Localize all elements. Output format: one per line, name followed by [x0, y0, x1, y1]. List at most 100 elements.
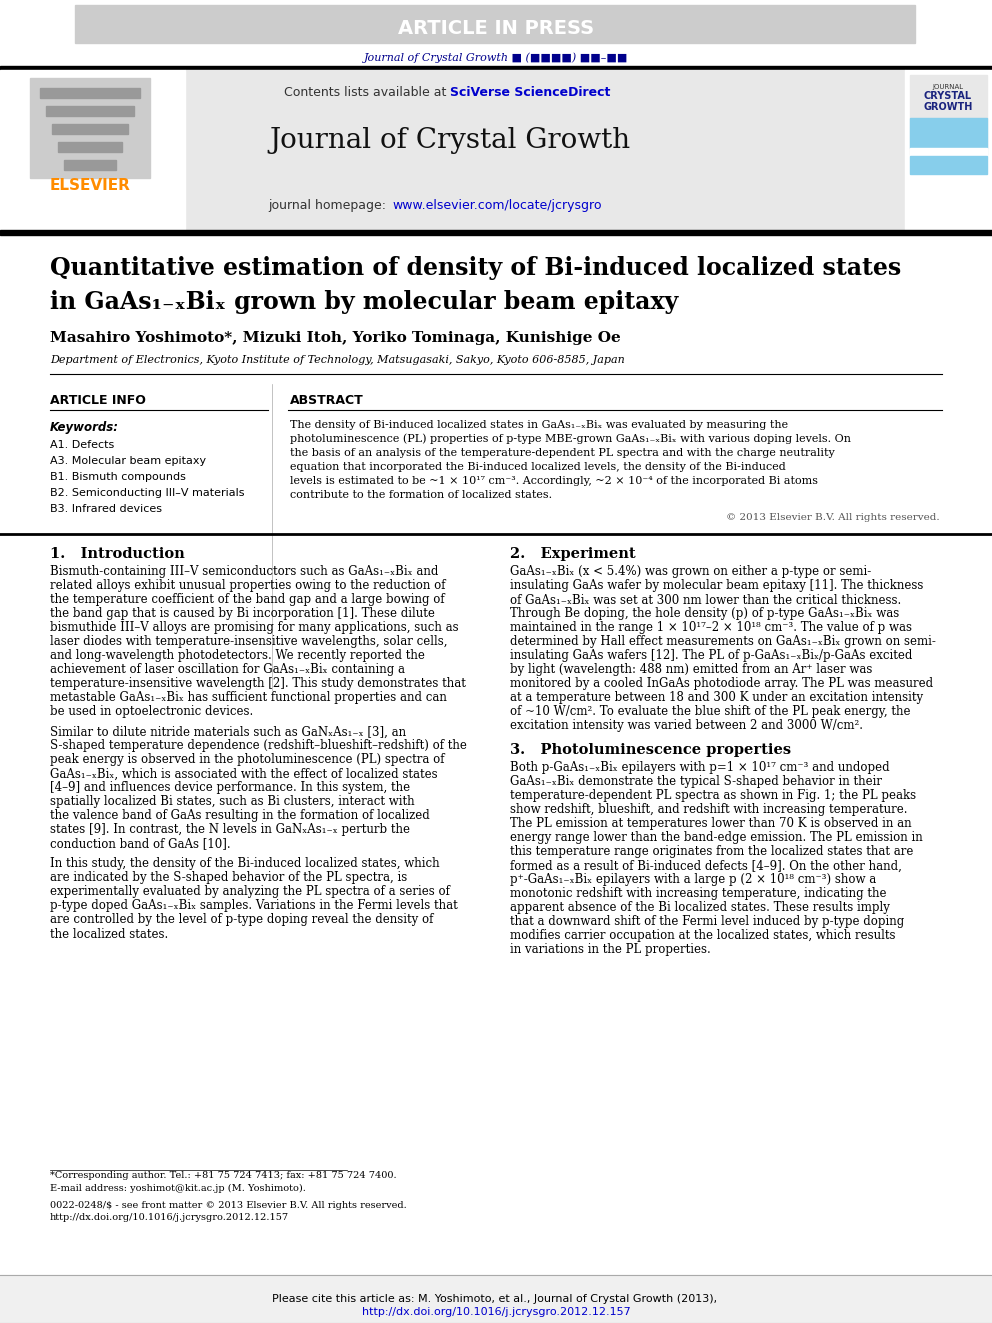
Text: the valence band of GaAs resulting in the formation of localized: the valence band of GaAs resulting in th…: [50, 810, 430, 823]
Bar: [75, 5, 915, 44]
Text: GaAs₁₋ₓBiₓ demonstrate the typical S-shaped behavior in their: GaAs₁₋ₓBiₓ demonstrate the typical S-sha…: [510, 775, 882, 789]
Text: of ~10 W/cm². To evaluate the blue shift of the PL peak energy, the: of ~10 W/cm². To evaluate the blue shift…: [510, 705, 911, 718]
Text: p⁺-GaAs₁₋ₓBiₓ epilayers with a large p (2 × 10¹⁸ cm⁻³) show a: p⁺-GaAs₁₋ₓBiₓ epilayers with a large p (…: [510, 873, 876, 886]
Text: bismuthide III–V alloys are promising for many applications, such as: bismuthide III–V alloys are promising fo…: [50, 622, 458, 635]
Text: Keywords:: Keywords:: [50, 422, 119, 434]
Text: p-type doped GaAs₁₋ₓBiₓ samples. Variations in the Fermi levels that: p-type doped GaAs₁₋ₓBiₓ samples. Variati…: [50, 900, 457, 913]
Text: Please cite this article as: M. Yoshimoto, et al., Journal of Crystal Growth (20: Please cite this article as: M. Yoshimot…: [272, 1294, 720, 1304]
Text: JOURNAL: JOURNAL: [932, 83, 963, 90]
Text: related alloys exhibit unusual properties owing to the reduction of: related alloys exhibit unusual propertie…: [50, 579, 445, 593]
Text: conduction band of GaAs [10].: conduction band of GaAs [10].: [50, 837, 230, 851]
Text: experimentally evaluated by analyzing the PL spectra of a series of: experimentally evaluated by analyzing th…: [50, 885, 450, 898]
Text: temperature-insensitive wavelength [2]. This study demonstrates that: temperature-insensitive wavelength [2]. …: [50, 677, 466, 691]
Text: http://dx.doi.org/10.1016/j.jcrysgro.2012.12.157: http://dx.doi.org/10.1016/j.jcrysgro.201…: [362, 1307, 630, 1316]
Text: determined by Hall effect measurements on GaAs₁₋ₓBiₓ grown on semi-: determined by Hall effect measurements o…: [510, 635, 935, 648]
Text: The density of Bi-induced localized states in GaAs₁₋ₓBiₓ was evaluated by measur: The density of Bi-induced localized stat…: [290, 419, 788, 430]
Text: this temperature range originates from the localized states that are: this temperature range originates from t…: [510, 845, 914, 859]
Text: ABSTRACT: ABSTRACT: [290, 393, 364, 406]
Text: spatially localized Bi states, such as Bi clusters, interact with: spatially localized Bi states, such as B…: [50, 795, 415, 808]
Text: monotonic redshift with increasing temperature, indicating the: monotonic redshift with increasing tempe…: [510, 888, 887, 901]
Text: at a temperature between 18 and 300 K under an excitation intensity: at a temperature between 18 and 300 K un…: [510, 692, 924, 705]
Text: GROWTH: GROWTH: [924, 102, 973, 112]
Text: Contents lists available at: Contents lists available at: [284, 86, 450, 99]
Text: B3. Infrared devices: B3. Infrared devices: [50, 504, 162, 515]
Text: photoluminescence (PL) properties of p-type MBE-grown GaAs₁₋ₓBiₓ with various do: photoluminescence (PL) properties of p-t…: [290, 434, 851, 445]
Text: ARTICLE IN PRESS: ARTICLE IN PRESS: [398, 19, 594, 37]
Text: The PL emission at temperatures lower than 70 K is observed in an: The PL emission at temperatures lower th…: [510, 818, 912, 831]
Text: of GaAs₁₋ₓBiₓ was set at 300 nm lower than the critical thickness.: of GaAs₁₋ₓBiₓ was set at 300 nm lower th…: [510, 594, 902, 606]
Text: GaAs₁₋ₓBiₓ, which is associated with the effect of localized states: GaAs₁₋ₓBiₓ, which is associated with the…: [50, 767, 437, 781]
Text: laser diodes with temperature-insensitive wavelengths, solar cells,: laser diodes with temperature-insensitiv…: [50, 635, 447, 648]
Bar: [46, 106, 134, 116]
Text: contribute to the formation of localized states.: contribute to the formation of localized…: [290, 490, 553, 500]
Text: maintained in the range 1 × 10¹⁷–2 × 10¹⁸ cm⁻³. The value of p was: maintained in the range 1 × 10¹⁷–2 × 10¹…: [510, 622, 912, 635]
Text: Similar to dilute nitride materials such as GaNₓAs₁₋ₓ [3], an: Similar to dilute nitride materials such…: [50, 725, 406, 738]
Text: apparent absence of the Bi localized states. These results imply: apparent absence of the Bi localized sta…: [510, 901, 890, 914]
Text: © 2013 Elsevier B.V. All rights reserved.: © 2013 Elsevier B.V. All rights reserved…: [726, 512, 940, 521]
Bar: [0, 66, 992, 70]
Text: the basis of an analysis of the temperature-dependent PL spectra and with the ch: the basis of an analysis of the temperat…: [290, 448, 834, 458]
Bar: [58, 142, 122, 152]
Bar: [910, 75, 987, 155]
Text: formed as a result of Bi-induced defects [4–9]. On the other hand,: formed as a result of Bi-induced defects…: [510, 860, 902, 872]
Bar: [905, 70, 992, 230]
Text: SciVerse ScienceDirect: SciVerse ScienceDirect: [450, 86, 610, 99]
Text: energy range lower than the band-edge emission. The PL emission in: energy range lower than the band-edge em…: [510, 831, 923, 844]
Text: in GaAs₁₋ₓBiₓ grown by molecular beam epitaxy: in GaAs₁₋ₓBiₓ grown by molecular beam ep…: [50, 290, 679, 314]
Text: Quantitative estimation of density of Bi-induced localized states: Quantitative estimation of density of Bi…: [50, 255, 902, 280]
Text: insulating GaAs wafer by molecular beam epitaxy [11]. The thickness: insulating GaAs wafer by molecular beam …: [510, 579, 924, 593]
Bar: [52, 124, 128, 134]
Text: be used in optoelectronic devices.: be used in optoelectronic devices.: [50, 705, 253, 718]
Text: the localized states.: the localized states.: [50, 927, 169, 941]
Text: S-shaped temperature dependence (redshift–blueshift–redshift) of the: S-shaped temperature dependence (redshif…: [50, 740, 467, 753]
Text: equation that incorporated the Bi-induced localized levels, the density of the B: equation that incorporated the Bi-induce…: [290, 462, 786, 472]
Text: insulating GaAs wafers [12]. The PL of p-GaAs₁₋ₓBiₓ/p-GaAs excited: insulating GaAs wafers [12]. The PL of p…: [510, 650, 913, 663]
Text: A3. Molecular beam epitaxy: A3. Molecular beam epitaxy: [50, 456, 206, 466]
Bar: [30, 78, 150, 179]
Bar: [40, 89, 140, 98]
Text: http://dx.doi.org/10.1016/j.jcrysgro.2012.12.157: http://dx.doi.org/10.1016/j.jcrysgro.201…: [50, 1213, 289, 1222]
Text: ELSEVIER: ELSEVIER: [50, 177, 130, 193]
Text: are indicated by the S-shaped behavior of the PL spectra, is: are indicated by the S-shaped behavior o…: [50, 872, 408, 885]
Text: show redshift, blueshift, and redshift with increasing temperature.: show redshift, blueshift, and redshift w…: [510, 803, 908, 816]
Text: are controlled by the level of p-type doping reveal the density of: are controlled by the level of p-type do…: [50, 913, 434, 926]
Text: levels is estimated to be ~1 × 10¹⁷ cm⁻³. Accordingly, ~2 × 10⁻⁴ of the incorpor: levels is estimated to be ~1 × 10¹⁷ cm⁻³…: [290, 476, 818, 486]
Text: peak energy is observed in the photoluminescence (PL) spectra of: peak energy is observed in the photolumi…: [50, 754, 444, 766]
Text: 3.   Photoluminescence properties: 3. Photoluminescence properties: [510, 744, 792, 757]
Bar: [185, 70, 905, 230]
Text: monitored by a cooled InGaAs photodiode array. The PL was measured: monitored by a cooled InGaAs photodiode …: [510, 677, 933, 691]
Text: 0022-0248/$ - see front matter © 2013 Elsevier B.V. All rights reserved.: 0022-0248/$ - see front matter © 2013 El…: [50, 1201, 407, 1211]
Text: that a downward shift of the Fermi level induced by p-type doping: that a downward shift of the Fermi level…: [510, 916, 905, 929]
Text: www.elsevier.com/locate/jcrysgro: www.elsevier.com/locate/jcrysgro: [392, 198, 601, 212]
Text: by light (wavelength: 488 nm) emitted from an Ar⁺ laser was: by light (wavelength: 488 nm) emitted fr…: [510, 664, 872, 676]
Text: achievement of laser oscillation for GaAs₁₋ₓBiₓ containing a: achievement of laser oscillation for GaA…: [50, 664, 405, 676]
Text: Masahiro Yoshimoto*, Mizuki Itoh, Yoriko Tominaga, Kunishige Oe: Masahiro Yoshimoto*, Mizuki Itoh, Yoriko…: [50, 331, 621, 345]
Text: [4–9] and influences device performance. In this system, the: [4–9] and influences device performance.…: [50, 782, 410, 795]
Text: states [9]. In contrast, the N levels in GaNₓAs₁₋ₓ perturb the: states [9]. In contrast, the N levels in…: [50, 823, 410, 836]
Text: Department of Electronics, Kyoto Institute of Technology, Matsugasaki, Sakyo, Ky: Department of Electronics, Kyoto Institu…: [50, 355, 625, 365]
Text: excitation intensity was varied between 2 and 3000 W/cm².: excitation intensity was varied between …: [510, 720, 863, 733]
Text: in variations in the PL properties.: in variations in the PL properties.: [510, 943, 710, 957]
Text: Through Be doping, the hole density (p) of p-type GaAs₁₋ₓBiₓ was: Through Be doping, the hole density (p) …: [510, 607, 900, 620]
Text: and long-wavelength photodetectors. We recently reported the: and long-wavelength photodetectors. We r…: [50, 650, 425, 663]
Text: 2.   Experiment: 2. Experiment: [510, 546, 636, 561]
Text: Bismuth-containing III–V semiconductors such as GaAs₁₋ₓBiₓ and: Bismuth-containing III–V semiconductors …: [50, 565, 438, 578]
Text: B2. Semiconducting III–V materials: B2. Semiconducting III–V materials: [50, 488, 244, 497]
Text: modifies carrier occupation at the localized states, which results: modifies carrier occupation at the local…: [510, 930, 896, 942]
Text: E-mail address: yoshimot@kit.ac.jp (M. Yoshimoto).: E-mail address: yoshimot@kit.ac.jp (M. Y…: [50, 1184, 306, 1192]
Text: Journal of Crystal Growth: Journal of Crystal Growth: [270, 127, 631, 153]
Text: metastable GaAs₁₋ₓBiₓ has sufficient functional properties and can: metastable GaAs₁₋ₓBiₓ has sufficient fun…: [50, 692, 446, 705]
Text: ARTICLE INFO: ARTICLE INFO: [50, 393, 146, 406]
Text: B1. Bismuth compounds: B1. Bismuth compounds: [50, 472, 186, 482]
Bar: [910, 148, 987, 156]
Text: journal homepage:: journal homepage:: [268, 198, 390, 212]
Text: the band gap that is caused by Bi incorporation [1]. These dilute: the band gap that is caused by Bi incorp…: [50, 607, 434, 620]
Bar: [910, 156, 987, 175]
Bar: [0, 1275, 992, 1323]
Bar: [0, 70, 185, 230]
Text: the temperature coefficient of the band gap and a large bowing of: the temperature coefficient of the band …: [50, 594, 444, 606]
Text: A1. Defects: A1. Defects: [50, 441, 114, 450]
Bar: [0, 230, 992, 235]
Bar: [910, 118, 987, 148]
Text: Journal of Crystal Growth ■ (■■■■) ■■–■■: Journal of Crystal Growth ■ (■■■■) ■■–■■: [364, 53, 628, 64]
